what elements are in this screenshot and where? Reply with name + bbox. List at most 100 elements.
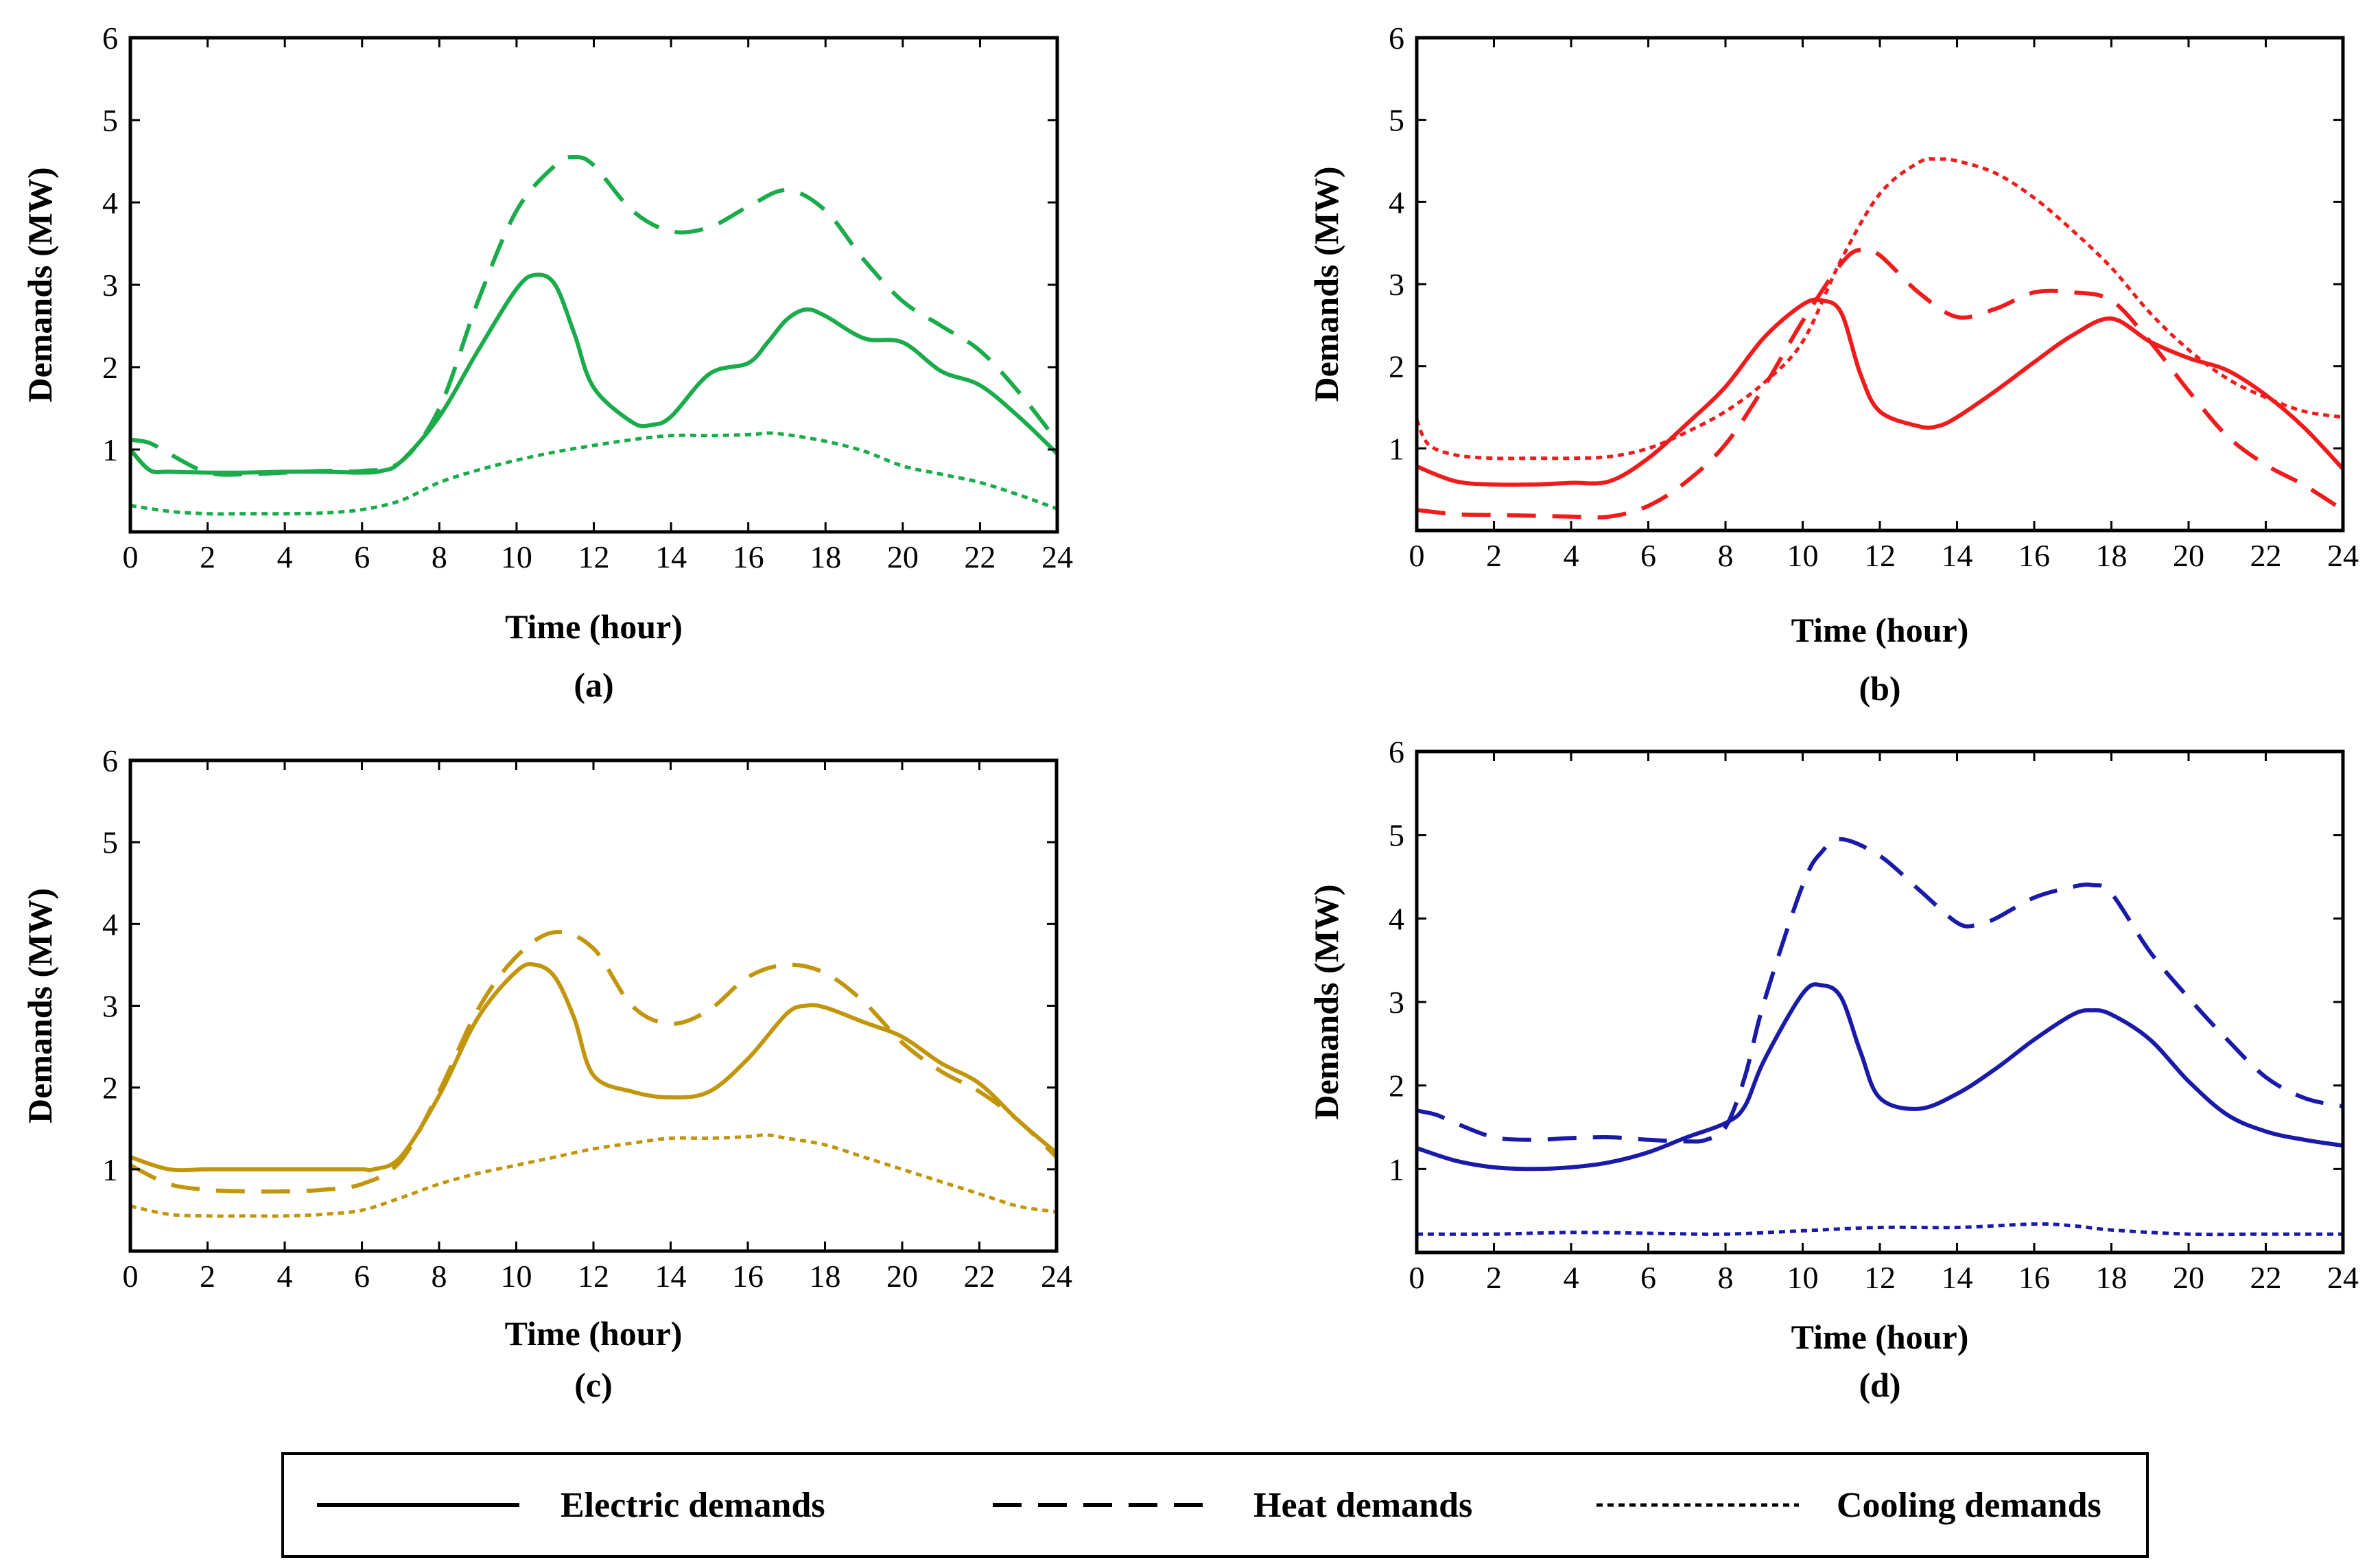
series-electric-line-b	[1417, 297, 2343, 487]
x-tick-label: 6	[354, 539, 370, 574]
x-tick-label: 0	[1409, 1260, 1425, 1295]
y-axis-title-d: Demands (MW)	[1307, 884, 1345, 1119]
panel-label-c: (c)	[574, 1366, 613, 1404]
panel-label-b: (b)	[1859, 669, 1900, 708]
y-tick-label: 4	[1389, 185, 1404, 220]
y-tick-label: 2	[1389, 349, 1404, 384]
series-heat-line-a	[130, 154, 1057, 477]
x-tick-label: 20	[2173, 1260, 2204, 1295]
x-tick-label: 14	[1942, 1260, 1973, 1295]
y-tick-label: 2	[1389, 1069, 1404, 1104]
x-tick-label: 18	[2096, 1260, 2128, 1295]
x-tick-label: 8	[1718, 1260, 1734, 1295]
y-tick-label: 5	[102, 825, 118, 860]
x-tick-label: 14	[655, 1259, 687, 1294]
x-tick-label: 22	[2250, 1260, 2282, 1295]
x-tick-label: 20	[2173, 538, 2204, 573]
legend: Electric demands Heat demands Cooling de…	[281, 1452, 2149, 1558]
x-tick-label: 20	[887, 539, 919, 574]
y-tick-label: 6	[1389, 734, 1404, 769]
x-tick-label: 2	[1486, 1260, 1502, 1295]
y-tick-label: 1	[102, 1152, 118, 1187]
legend-label-electric: Electric demands	[561, 1486, 825, 1525]
y-axis-title-b: Demands (MW)	[1307, 166, 1345, 401]
x-tick-label: 0	[123, 1259, 139, 1294]
x-tick-label: 10	[1787, 538, 1819, 573]
series-cooling-line-b	[1417, 157, 2343, 461]
y-tick-label: 6	[102, 743, 118, 778]
series-electric-line-c	[130, 961, 1057, 1173]
series-heat-line-c	[130, 930, 1057, 1194]
legend-box	[281, 1452, 2149, 1558]
series-cooling-line-a	[130, 431, 1057, 516]
y-tick-label: 3	[1389, 267, 1404, 302]
y-tick-label: 6	[1389, 21, 1404, 56]
y-tick-label: 5	[1389, 103, 1404, 138]
y-tick-label: 5	[1389, 818, 1404, 853]
series-electric-line-a	[130, 272, 1057, 475]
x-tick-label: 16	[732, 1259, 764, 1294]
x-tick-label: 22	[964, 1259, 995, 1294]
x-tick-label: 0	[1409, 538, 1425, 573]
y-tick-label: 3	[102, 268, 118, 303]
x-tick-label: 6	[1640, 538, 1656, 573]
x-tick-label: 24	[1041, 1259, 1072, 1294]
y-tick-label: 1	[1389, 431, 1404, 466]
series-cooling-line-d	[1417, 1222, 2343, 1237]
y-tick-label: 3	[102, 989, 118, 1024]
x-tick-label: 24	[2327, 1260, 2359, 1295]
x-tick-label: 16	[2018, 538, 2050, 573]
panel-label-a: (a)	[574, 666, 613, 704]
y-tick-label: 1	[102, 432, 118, 467]
x-tick-label: 22	[2250, 538, 2282, 573]
x-axis-title-d: Time (hour)	[1791, 1318, 1969, 1356]
series-heat-line-b	[1417, 246, 2343, 520]
x-tick-label: 8	[432, 1259, 447, 1294]
x-tick-label: 24	[2327, 538, 2359, 573]
y-tick-label: 6	[102, 21, 118, 56]
x-tick-label: 14	[1942, 538, 1973, 573]
legend-label-heat: Heat demands	[1253, 1486, 1472, 1525]
series-electric-line-d	[1417, 982, 2343, 1172]
y-tick-label: 5	[102, 103, 118, 138]
panel-label-d: (d)	[1859, 1366, 1900, 1404]
y-tick-label: 2	[102, 350, 118, 385]
y-tick-label: 4	[102, 185, 118, 220]
x-tick-label: 6	[1640, 1260, 1656, 1295]
y-tick-label: 4	[1389, 901, 1404, 936]
x-tick-label: 12	[1864, 538, 1896, 573]
x-tick-label: 2	[1486, 538, 1502, 573]
x-tick-label: 4	[277, 539, 293, 574]
x-tick-label: 8	[1718, 538, 1734, 573]
x-tick-label: 12	[578, 539, 610, 574]
x-tick-label: 12	[578, 1259, 609, 1294]
y-axis-title-c: Demands (MW)	[21, 888, 59, 1123]
x-axis-title-b: Time (hour)	[1791, 611, 1969, 649]
x-tick-label: 8	[432, 539, 447, 574]
x-tick-label: 2	[200, 539, 215, 574]
x-tick-label: 10	[1787, 1260, 1819, 1295]
x-tick-label: 18	[810, 539, 841, 574]
x-tick-label: 4	[1564, 1260, 1579, 1295]
x-tick-label: 22	[964, 539, 995, 574]
x-tick-label: 0	[123, 539, 139, 574]
x-tick-label: 10	[501, 1259, 532, 1294]
x-tick-label: 6	[354, 1259, 370, 1294]
x-tick-label: 2	[200, 1259, 215, 1294]
x-axis-title-a: Time (hour)	[505, 607, 683, 646]
series-heat-line-d	[1417, 837, 2343, 1144]
x-tick-label: 24	[1041, 539, 1073, 574]
x-tick-label: 10	[501, 539, 532, 574]
y-tick-label: 2	[102, 1071, 118, 1106]
y-tick-label: 4	[102, 907, 118, 942]
x-tick-label: 4	[277, 1259, 293, 1294]
x-tick-label: 18	[810, 1259, 841, 1294]
y-tick-label: 1	[1389, 1152, 1404, 1187]
y-tick-label: 3	[1389, 985, 1404, 1020]
y-axis-title-a: Demands (MW)	[21, 167, 59, 402]
x-tick-label: 16	[2018, 1260, 2050, 1295]
